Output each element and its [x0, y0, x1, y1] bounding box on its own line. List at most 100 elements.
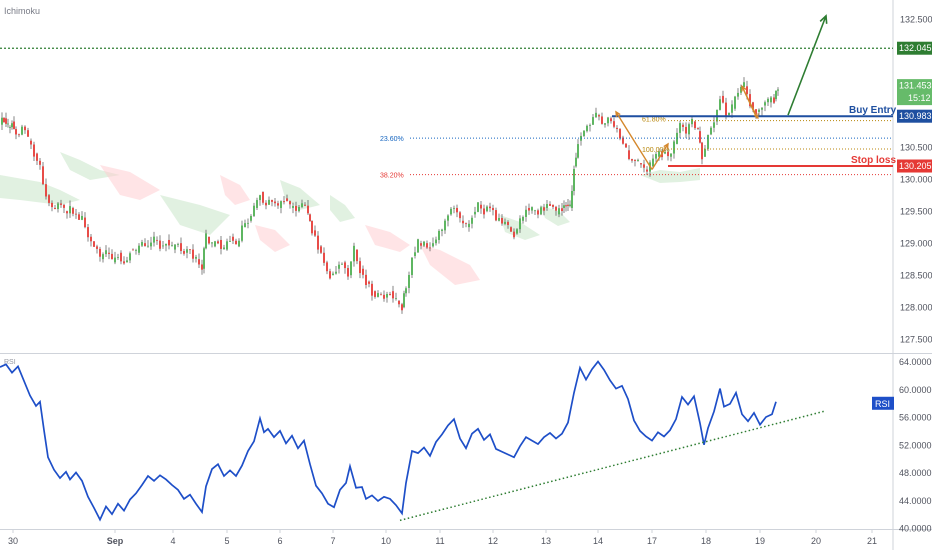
- candle-body-28: [78, 214, 80, 220]
- candle-body-120: [350, 261, 352, 276]
- candle-body-190: [558, 208, 560, 215]
- time-tick-13: 19: [755, 536, 765, 546]
- candle-body-26: [72, 207, 74, 214]
- candle-body-16: [42, 166, 44, 185]
- candle-body-254: [740, 86, 742, 93]
- candle-body-52: [150, 242, 152, 247]
- fib-arrow-4: [741, 86, 759, 119]
- candle-body-256: [746, 86, 748, 95]
- tag-131-453-bg: [897, 79, 932, 106]
- candle-body-262: [764, 102, 766, 106]
- tag-132-045-bg: [897, 41, 932, 55]
- candle-body-154: [450, 208, 452, 215]
- ichimoku-cloud-8: [365, 225, 410, 252]
- candle-body-135: [395, 298, 397, 299]
- candle-body-109: [317, 235, 319, 250]
- candle-body-173: [507, 221, 509, 225]
- candle-body-0: [1, 117, 3, 125]
- price-tick-6: 128.500: [900, 271, 932, 281]
- candle-body-205: [595, 112, 597, 118]
- candle-body-240: [699, 131, 701, 143]
- candle-body-119: [347, 268, 349, 277]
- candle-body-122: [356, 249, 358, 262]
- candle-body-35: [99, 248, 101, 257]
- candle-body-260: [758, 109, 760, 112]
- candle-body-61: [177, 244, 179, 245]
- candle-body-25: [69, 206, 71, 214]
- rsi-line: [0, 360, 777, 522]
- candle-body-22: [60, 203, 62, 205]
- rsi-tick-5: 44.0000: [899, 496, 932, 506]
- candle-body-50: [144, 243, 146, 247]
- candle-body-75: [217, 241, 219, 244]
- candle-body-264: [770, 97, 772, 103]
- candle-body-111: [323, 252, 325, 263]
- candle-body-1: [3, 117, 5, 123]
- candle-body-259: [755, 109, 757, 115]
- candle-body-146: [426, 243, 428, 248]
- ichimoku-cloud-4: [220, 175, 250, 205]
- candle-body-222: [646, 169, 648, 172]
- candle-body-73: [211, 242, 213, 244]
- candle-body-51: [147, 245, 149, 247]
- candle-body-210: [610, 118, 612, 122]
- candle-body-65: [189, 249, 191, 251]
- candle-body-59: [171, 245, 173, 247]
- candle-body-220: [640, 163, 642, 165]
- tag-130-205-bg: [897, 159, 932, 173]
- candle-body-91: [265, 202, 267, 206]
- candle-body-207: [601, 116, 603, 124]
- candle-body-108: [314, 230, 316, 236]
- candle-body-68: [198, 259, 200, 265]
- candle-body-170: [498, 217, 500, 221]
- fib-label-100: 100.00%: [642, 147, 670, 154]
- time-tick-3: 5: [224, 536, 229, 546]
- candle-body-85: [247, 222, 249, 224]
- candle-body-54: [156, 239, 158, 241]
- candle-body-214: [622, 137, 624, 144]
- fib-arrow-1: [615, 111, 653, 170]
- candle-body-143: [417, 239, 419, 253]
- candle-body-66: [192, 249, 194, 259]
- candle-body-199: [577, 144, 579, 158]
- candle-body-253: [737, 92, 739, 97]
- candle-body-157: [459, 212, 461, 219]
- candle-body-126: [368, 281, 370, 284]
- candle-body-215: [625, 143, 627, 148]
- candle-body-252: [734, 96, 736, 109]
- candle-body-231: [673, 141, 675, 154]
- candle-body-44: [126, 260, 128, 263]
- candle-body-179: [525, 209, 527, 217]
- candle-body-7: [15, 129, 17, 135]
- candle-body-96: [280, 201, 282, 208]
- candle-body-175: [513, 231, 515, 238]
- candle-body-27: [75, 213, 77, 215]
- price-tick-8: 127.500: [900, 335, 932, 345]
- candle-body-230: [670, 153, 672, 157]
- candle-body-83: [241, 225, 243, 241]
- candle-body-125: [365, 274, 367, 285]
- candle-body-41: [117, 257, 119, 258]
- rsi-tick-3: 52.0000: [899, 440, 932, 450]
- candle-body-132: [386, 294, 388, 298]
- candle-body-204: [592, 117, 594, 125]
- candle-body-266: [775, 90, 777, 100]
- candle-body-20: [54, 207, 56, 210]
- candle-body-193: [565, 205, 567, 207]
- candle-body-36: [102, 254, 104, 260]
- candle-body-225: [655, 153, 657, 159]
- candle-body-164: [480, 204, 482, 209]
- candle-body-99: [289, 201, 291, 205]
- candle-body-78: [226, 241, 228, 250]
- candle-body-239: [697, 128, 699, 129]
- candle-body-186: [546, 204, 548, 208]
- candle-body-89: [259, 195, 261, 201]
- candle-body-110: [320, 246, 322, 253]
- candle-body-211: [613, 121, 615, 127]
- candle-body-182: [534, 210, 536, 212]
- candle-body-64: [186, 249, 188, 253]
- indicator-label-ichimoku: Ichimoku: [4, 6, 40, 16]
- candle-body-178: [522, 216, 524, 221]
- candle-body-174: [510, 227, 512, 232]
- candle-body-171: [501, 217, 503, 224]
